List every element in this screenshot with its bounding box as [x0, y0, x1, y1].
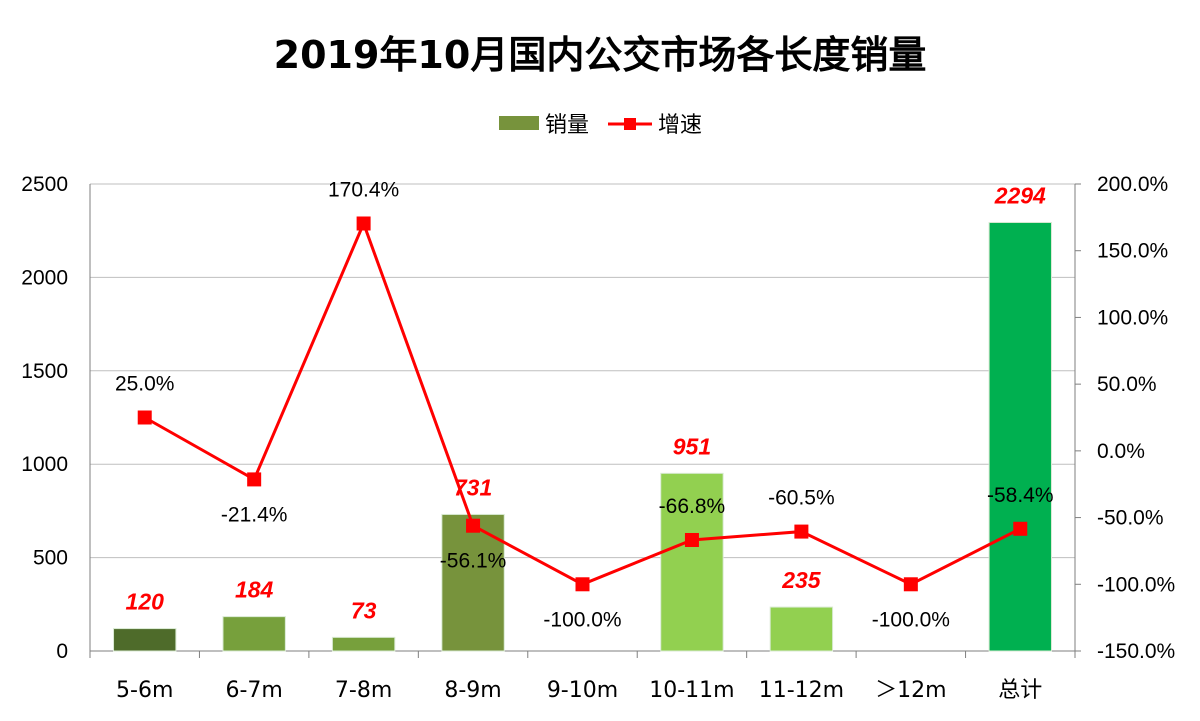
legend-label-sales: 销量 [545, 113, 589, 138]
growth-marker [903, 577, 918, 592]
left-tick-label: 2000 [21, 266, 68, 289]
category-label: 11-12m [759, 678, 844, 703]
growth-value-label: -100.0% [543, 608, 621, 631]
right-tick-label: -50.0% [1097, 507, 1164, 530]
right-tick-label: -100.0% [1097, 573, 1175, 596]
category-label: 10-11m [649, 678, 734, 703]
bar-value-label: 235 [781, 567, 822, 593]
legend-swatch-growth-marker [624, 118, 636, 130]
growth-marker [466, 518, 481, 533]
bar [988, 221, 1052, 652]
bar-value-label: 184 [235, 577, 274, 603]
bar [660, 472, 724, 652]
growth-marker [137, 410, 152, 425]
category-label: 6-7m [225, 678, 282, 703]
left-tick-label: 1000 [21, 453, 68, 476]
right-tick-label: 150.0% [1097, 240, 1168, 263]
left-tick-label: 0 [56, 640, 68, 663]
left-axis: 0 500 1000 1500 2000 2500 [21, 173, 91, 663]
growth-value-label: -21.4% [221, 503, 288, 526]
bar-value-label: 120 [126, 589, 165, 615]
bar [441, 513, 505, 652]
growth-value-label: -60.5% [768, 487, 835, 510]
category-label: 5-6m [116, 678, 173, 703]
legend: 销量 增速 [499, 113, 702, 138]
bar-value-label: 73 [351, 597, 377, 623]
right-tick-label: 0.0% [1097, 440, 1145, 463]
growth-marker [575, 577, 590, 592]
left-tick-label: 500 [33, 547, 68, 570]
left-tick-label: 1500 [21, 360, 68, 383]
growth-marker [794, 524, 809, 539]
growth-value-label: -56.1% [440, 550, 507, 573]
right-tick-label: 50.0% [1097, 373, 1157, 396]
left-tick-label: 2500 [21, 173, 68, 196]
growth-value-label: 25.0% [115, 373, 175, 396]
growth-marker [247, 472, 262, 487]
growth-marker [1013, 521, 1028, 536]
right-axis: -150.0% -100.0% -50.0% 0.0% 50.0% 100.0% 150.0… [1074, 173, 1175, 663]
bar-value-label: 951 [673, 433, 711, 459]
category-axis: 5-6m 6-7m 7-8m 8-9m 9-10m 10-11m 11-12m ＞12m 总计 [89, 651, 1076, 703]
legend-label-growth: 增速 [658, 113, 702, 138]
chart-title: 2019年10月国内公交市场各长度销量 [274, 33, 927, 77]
category-label: 7-8m [335, 678, 392, 703]
category-label: 9-10m [547, 678, 618, 703]
bar [222, 616, 286, 652]
category-label: ＞12m [875, 678, 946, 703]
category-label: 8-9m [444, 678, 501, 703]
right-tick-label: 200.0% [1097, 173, 1168, 196]
right-tick-label: 100.0% [1097, 306, 1168, 329]
growth-value-label: -100.0% [872, 608, 950, 631]
growth-marker [356, 216, 371, 231]
growth-marker [684, 532, 699, 547]
bar [331, 636, 396, 652]
bar [769, 606, 834, 652]
bar-value-label: 2294 [994, 182, 1046, 208]
right-tick-label: -150.0% [1097, 640, 1175, 663]
legend-swatch-sales [499, 116, 539, 130]
growth-series: 25.0% -21.4% 170.4% -56.1% -100.0% -66.8% -60.… [115, 178, 1054, 631]
growth-value-label: 170.4% [328, 178, 399, 201]
growth-value-label: -66.8% [659, 495, 726, 518]
bar [113, 628, 177, 652]
category-label: 总计 [998, 678, 1042, 703]
growth-value-label: -58.4% [987, 484, 1054, 507]
